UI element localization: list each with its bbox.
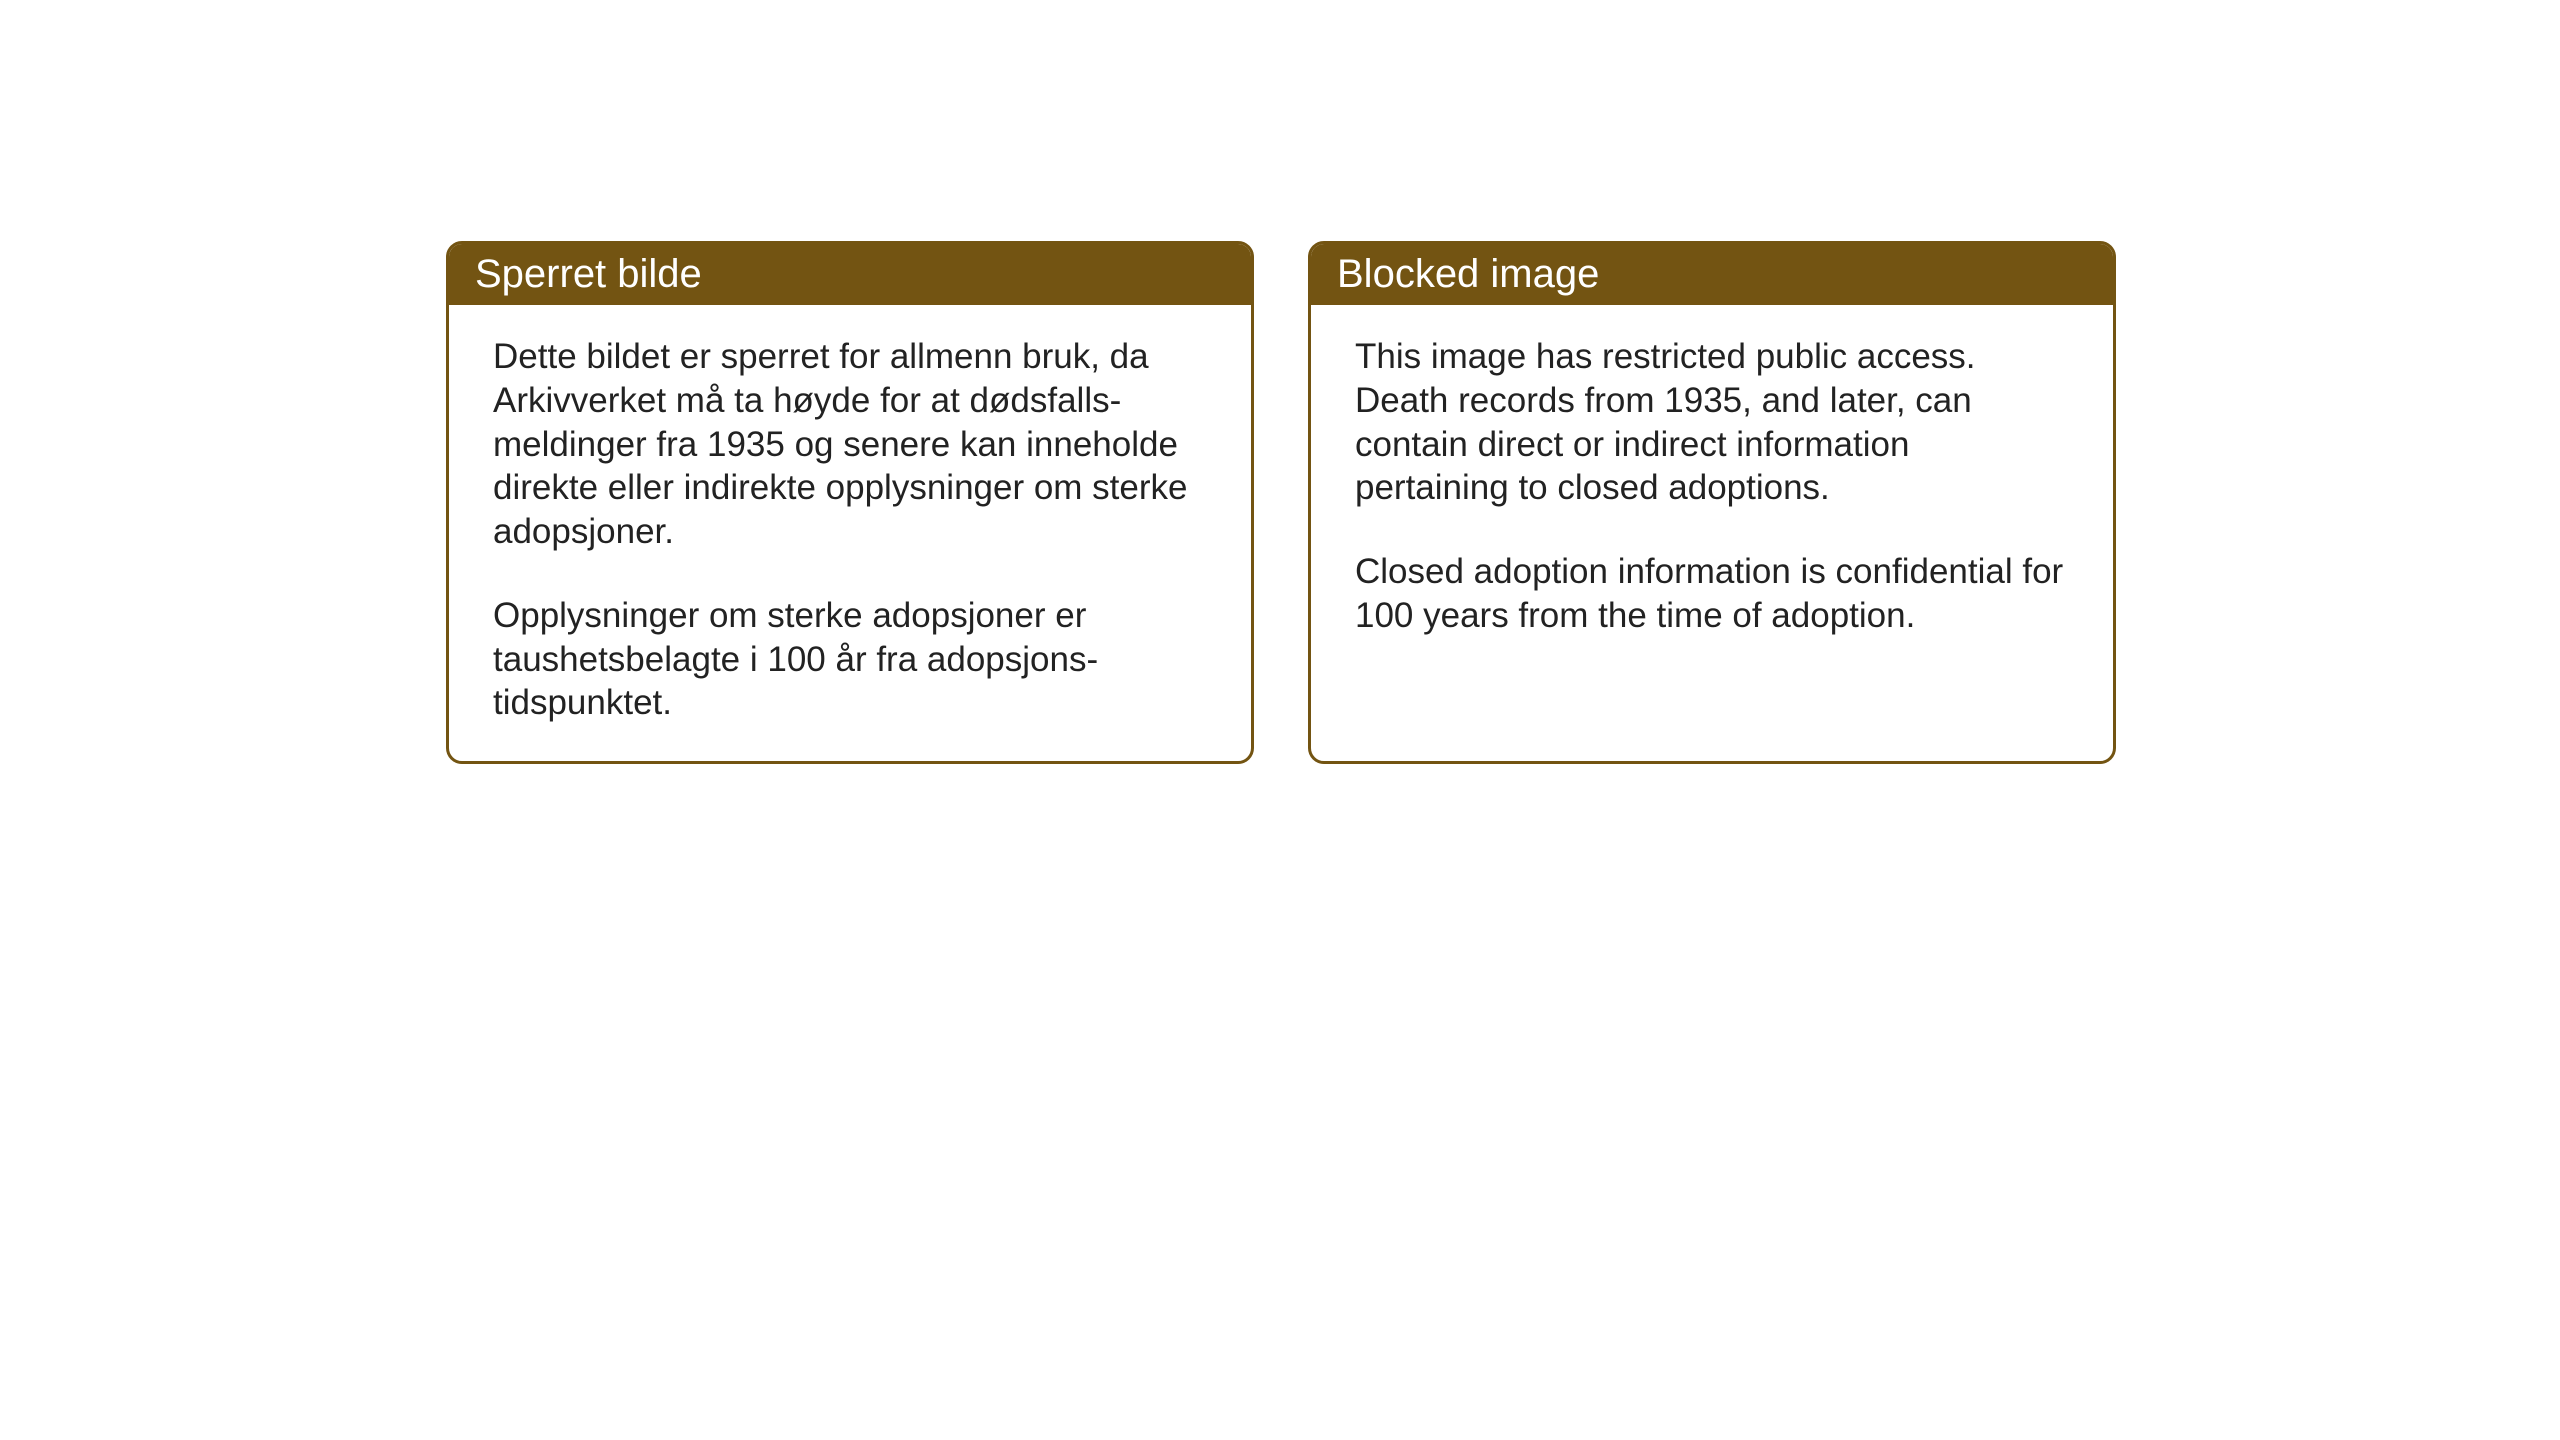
notice-header-norwegian: Sperret bilde <box>449 244 1251 305</box>
notice-title-english: Blocked image <box>1337 252 1599 296</box>
notice-body-norwegian: Dette bildet er sperret for allmenn bruk… <box>449 305 1251 761</box>
notice-container: Sperret bilde Dette bildet er sperret fo… <box>446 241 2116 764</box>
notice-box-english: Blocked image This image has restricted … <box>1308 241 2116 764</box>
notice-title-norwegian: Sperret bilde <box>475 252 702 296</box>
notice-paragraph-2-norwegian: Opplysninger om sterke adopsjoner er tau… <box>493 594 1207 725</box>
notice-paragraph-1-norwegian: Dette bildet er sperret for allmenn bruk… <box>493 335 1207 554</box>
notice-paragraph-1-english: This image has restricted public access.… <box>1355 335 2069 510</box>
notice-header-english: Blocked image <box>1311 244 2113 305</box>
notice-paragraph-2-english: Closed adoption information is confident… <box>1355 550 2069 638</box>
notice-body-english: This image has restricted public access.… <box>1311 305 2113 674</box>
notice-box-norwegian: Sperret bilde Dette bildet er sperret fo… <box>446 241 1254 764</box>
